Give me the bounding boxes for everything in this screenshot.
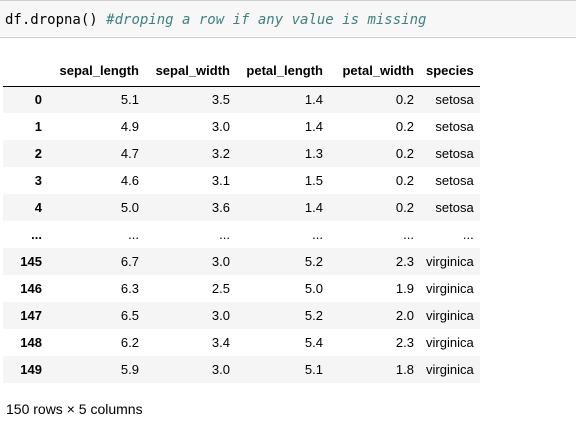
cell-sepal-width: 3.6 [211,200,230,215]
cell-petal-width: 0.2 [395,146,414,161]
cell-sepal-length: 6.3 [120,281,139,296]
cell-sepal-width: 3.1 [211,173,230,188]
cell-species: setosa [435,200,474,215]
cell-species: setosa [435,173,474,188]
cell-petal-length: 5.0 [304,281,323,296]
row-index: 147 [20,308,42,323]
row-index: 2 [34,146,42,161]
cell-petal-length: 5.2 [304,254,323,269]
cell-species: virginica [426,335,474,350]
row-index: 148 [20,335,42,350]
cell-petal-length: 1.4 [304,119,323,134]
dataframe-shape-summary: 150 rows × 5 columns [6,401,143,417]
cell-petal-width: ... [403,227,414,242]
cell-petal-length: 1.4 [304,200,323,215]
cell-petal-width: 0.2 [395,92,414,108]
table-row: 146 6.3 2.5 5.0 1.9 virginica [3,275,480,302]
cell-petal-length: ... [312,227,323,242]
cell-sepal-width: 3.0 [211,254,230,269]
cell-sepal-width: ... [219,227,230,242]
cell-output: sepal_length sepal_width petal_length pe… [3,56,480,383]
cell-sepal-length: 4.6 [120,173,139,188]
column-header-sepal-width: sepal_width [145,56,236,87]
cell-petal-length: 5.2 [304,308,323,323]
column-header-petal-width: petal_width [329,56,420,87]
column-header-petal-length: petal_length [236,56,329,87]
cell-species: virginica [426,254,474,269]
table-row: 4 5.0 3.6 1.4 0.2 setosa [3,194,480,221]
cell-species: setosa [435,92,474,108]
cell-petal-length: 5.1 [304,362,323,377]
row-index: 0 [34,92,42,108]
cell-sepal-width: 3.4 [211,335,230,350]
cell-species: setosa [435,146,474,161]
cell-petal-width: 2.3 [395,335,414,350]
code-comment: #droping a row if any value is missing [106,12,427,28]
cell-sepal-length: 5.1 [120,92,139,108]
row-index: 4 [34,200,42,215]
cell-petal-length: 1.5 [304,173,323,188]
cell-petal-width: 0.2 [395,119,414,134]
cell-sepal-length: 4.9 [120,119,139,134]
row-index: 146 [20,281,42,296]
cell-petal-width: 1.9 [395,281,414,296]
cell-petal-width: 2.3 [395,254,414,269]
cell-petal-length: 1.3 [304,146,323,161]
cell-petal-width: 0.2 [395,173,414,188]
cell-sepal-width: 2.5 [211,281,230,296]
table-row: 145 6.7 3.0 5.2 2.3 virginica [3,248,480,275]
cell-petal-width: 0.2 [395,200,414,215]
cell-petal-length: 1.4 [304,92,323,108]
table-row: 149 5.9 3.0 5.1 1.8 virginica [3,356,480,383]
table-row: 1 4.9 3.0 1.4 0.2 setosa [3,113,480,140]
index-header [3,56,48,87]
cell-species: ... [462,227,474,242]
cell-sepal-length: 5.0 [120,200,139,215]
cell-sepal-width: 3.5 [211,92,230,108]
cell-species: virginica [426,281,474,296]
cell-species: setosa [435,119,474,134]
cell-sepal-width: 3.2 [211,146,230,161]
table-header-row: sepal_length sepal_width petal_length pe… [3,56,480,87]
cell-petal-length: 5.4 [304,335,323,350]
column-header-sepal-length: sepal_length [48,56,145,87]
cell-petal-width: 1.8 [395,362,414,377]
cell-sepal-length: 5.9 [120,362,139,377]
cell-sepal-length: 6.7 [120,254,139,269]
code-input-line[interactable]: df.dropna() #droping a row if any value … [5,11,426,29]
cell-sepal-length: 6.5 [120,308,139,323]
row-index: 145 [20,254,42,269]
cell-species: virginica [426,308,474,323]
dataframe-table: sepal_length sepal_width petal_length pe… [3,56,480,383]
table-row: 0 5.1 3.5 1.4 0.2 setosa [3,86,480,113]
cell-species: virginica [426,362,474,377]
row-index: 1 [34,119,42,134]
cell-sepal-width: 3.0 [211,308,230,323]
table-row: 147 6.5 3.0 5.2 2.0 virginica [3,302,480,329]
table-row-ellipsis: ... ... ... ... ... ... [3,221,480,248]
table-row: 148 6.2 3.4 5.4 2.3 virginica [3,329,480,356]
code-cell[interactable]: df.dropna() #droping a row if any value … [0,0,576,38]
table-row: 2 4.7 3.2 1.3 0.2 setosa [3,140,480,167]
cell-sepal-length: ... [128,227,139,242]
cell-petal-width: 2.0 [395,308,414,323]
row-index: 3 [34,173,42,188]
cell-sepal-length: 6.2 [120,335,139,350]
row-index: ... [31,227,42,242]
cell-sepal-width: 3.0 [211,362,230,377]
cell-sepal-width: 3.0 [211,119,230,134]
table-row: 3 4.6 3.1 1.5 0.2 setosa [3,167,480,194]
cell-sepal-length: 4.7 [120,146,139,161]
code-text: df.dropna() [5,12,98,28]
column-header-species: species [420,56,480,87]
row-index: 149 [20,362,42,377]
